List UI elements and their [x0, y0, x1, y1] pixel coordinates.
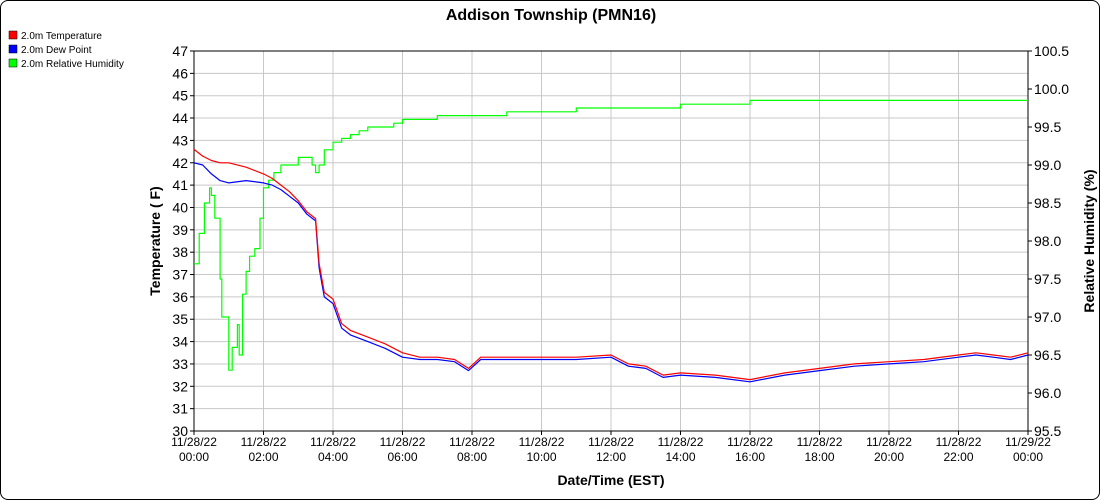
left-tick-label: 35 [172, 311, 188, 327]
right-axis-ticks: 95.5 96.0 96.5 97.0 97.5 98.0 98.5 99.0 99.5 100.… [1028, 43, 1069, 439]
right-tick-label: 100.5 [1034, 43, 1069, 59]
left-tick-label: 39 [172, 222, 188, 238]
x-tick-date: 11/28/22 [241, 435, 287, 449]
left-tick-label: 45 [172, 88, 188, 104]
x-tick-date: 11/28/22 [727, 435, 773, 449]
left-tick-label: 47 [172, 43, 188, 59]
x-tick-date: 11/28/22 [658, 435, 704, 449]
chart-title: Addison Township (PMN16) [446, 7, 656, 24]
left-axis-ticks: 30 31 32 33 34 35 36 37 38 39 40 41 42 43 44 45 46 47 [172, 43, 194, 439]
right-tick-label: 97.5 [1034, 271, 1061, 287]
series-layer [193, 99, 1029, 383]
right-tick-label: 99.5 [1034, 119, 1061, 135]
left-tick-label: 46 [172, 65, 188, 81]
x-tick-date: 11/28/22 [380, 435, 426, 449]
x-tick-time: 02:00 [248, 450, 278, 464]
right-tick-label: 96.0 [1034, 385, 1061, 401]
x-tick-date: 11/28/22 [588, 435, 634, 449]
left-tick-label: 42 [172, 155, 188, 171]
right-tick-label: 98.5 [1034, 195, 1061, 211]
x-tick-date: 11/28/22 [449, 435, 495, 449]
right-tick-label: 96.5 [1034, 347, 1061, 363]
left-tick-label: 32 [172, 378, 188, 394]
x-tick-date: 11/28/22 [866, 435, 912, 449]
x-tick-time: 10:00 [526, 450, 556, 464]
left-tick-label: 36 [172, 289, 188, 305]
series-line-2-0m-dew-point [193, 162, 1029, 383]
legend-swatch [8, 58, 18, 68]
x-tick-date: 11/28/22 [171, 435, 217, 449]
x-tick-time: 00:00 [1013, 450, 1043, 464]
left-tick-label: 38 [172, 244, 188, 260]
x-tick-time: 12:00 [596, 450, 626, 464]
x-tick-time: 22:00 [943, 450, 973, 464]
right-tick-label: 99.0 [1034, 157, 1061, 173]
x-tick-date: 11/28/22 [310, 435, 356, 449]
x-tick-time: 04:00 [318, 450, 348, 464]
legend-label: 2.0m Relative Humidity [21, 59, 124, 70]
legend: 2.0m Temperature 2.0m Dew Point 2.0m Relat… [8, 30, 124, 70]
x-tick-date: 11/28/22 [797, 435, 843, 449]
left-tick-label: 33 [172, 356, 188, 372]
y-axis-right-label: Relative Humidity (%) [1081, 169, 1097, 312]
x-tick-time: 06:00 [387, 450, 417, 464]
left-tick-label: 30 [172, 423, 188, 439]
x-tick-date: 11/28/22 [936, 435, 982, 449]
x-tick-time: 18:00 [804, 450, 834, 464]
left-tick-label: 31 [172, 401, 188, 417]
x-tick-time: 14:00 [665, 450, 695, 464]
right-tick-label: 100.0 [1034, 81, 1069, 97]
right-tick-label: 97.0 [1034, 309, 1061, 325]
y-axis-left-label: Temperature ( F) [147, 186, 163, 295]
series-line-2-0m-temperature [193, 148, 1029, 381]
left-tick-label: 43 [172, 132, 188, 148]
left-tick-label: 41 [172, 177, 188, 193]
left-tick-label: 37 [172, 267, 188, 283]
legend-label: 2.0m Temperature [21, 31, 102, 42]
x-tick-date: 11/29/22 [1005, 435, 1051, 449]
legend-swatch [8, 30, 18, 40]
legend-swatch [8, 44, 18, 54]
x-tick-time: 00:00 [179, 450, 209, 464]
left-tick-label: 40 [172, 199, 188, 215]
series-line-2-0m-relative-humidity [194, 99, 1028, 371]
right-tick-label: 95.5 [1034, 423, 1061, 439]
x-tick-time: 08:00 [457, 450, 487, 464]
legend-label: 2.0m Dew Point [21, 45, 92, 56]
x-axis-label: Date/Time (EST) [557, 472, 664, 488]
right-tick-label: 98.0 [1034, 233, 1061, 249]
left-tick-label: 34 [172, 334, 188, 350]
x-axis-ticks: 11/28/2200:0011/28/2202:0011/28/2204:001… [171, 431, 1051, 464]
x-tick-date: 11/28/22 [519, 435, 565, 449]
x-tick-time: 16:00 [735, 450, 765, 464]
x-tick-time: 20:00 [874, 450, 904, 464]
left-tick-label: 44 [172, 110, 188, 126]
